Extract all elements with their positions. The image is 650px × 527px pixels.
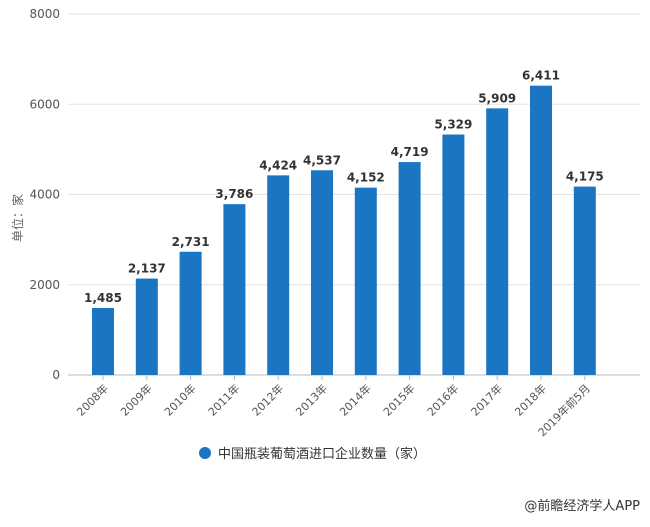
- bar: [486, 108, 509, 375]
- y-tick-label: 2000: [29, 278, 60, 292]
- bar: [179, 251, 202, 375]
- bar: [311, 170, 333, 375]
- data-label: 2,137: [128, 262, 166, 276]
- y-tick-label: 4000: [29, 188, 60, 202]
- data-label: 4,719: [391, 145, 429, 159]
- x-tick-label: 2008年: [74, 381, 111, 418]
- x-tick-label: 2009年: [117, 381, 154, 418]
- x-tick-label: 2010年: [161, 381, 198, 418]
- bar: [530, 85, 552, 376]
- y-axis-label: 单位：家: [10, 194, 25, 242]
- data-label: 5,329: [434, 118, 472, 132]
- bar: [354, 187, 377, 375]
- data-label: 6,411: [522, 69, 560, 83]
- x-tick-label: 2016年: [424, 381, 461, 418]
- bar: [223, 204, 246, 375]
- bar: [92, 307, 114, 375]
- bar: [398, 162, 421, 375]
- data-label: 5,909: [478, 91, 516, 105]
- data-label: 4,537: [303, 153, 341, 167]
- bar: [135, 278, 158, 375]
- x-tick-label: 2014年: [336, 381, 373, 418]
- data-label: 4,424: [259, 158, 297, 172]
- data-label: 3,786: [215, 187, 253, 201]
- legend-label: 中国瓶装葡萄酒进口企业数量（家）: [218, 446, 426, 462]
- x-tick-label: 2013年: [293, 381, 330, 418]
- data-label: 4,175: [566, 170, 604, 184]
- x-tick-label: 2011年: [205, 381, 242, 418]
- data-label: 2,731: [172, 235, 210, 249]
- source-credit: @前瞻经济学人APP: [524, 498, 640, 514]
- y-tick-label: 0: [52, 368, 60, 382]
- data-label: 4,152: [347, 171, 385, 185]
- x-tick-label: 2017年: [468, 381, 505, 418]
- x-tick-label: 2018年: [512, 381, 549, 418]
- y-tick-label: 6000: [29, 97, 60, 111]
- bar: [442, 134, 465, 375]
- bar: [267, 175, 290, 375]
- x-tick-label: 2015年: [380, 381, 417, 418]
- x-tick-label: 2012年: [249, 381, 286, 418]
- y-tick-label: 8000: [29, 7, 60, 21]
- data-label: 1,485: [84, 291, 122, 305]
- legend-marker: [199, 447, 211, 459]
- bar: [573, 186, 596, 375]
